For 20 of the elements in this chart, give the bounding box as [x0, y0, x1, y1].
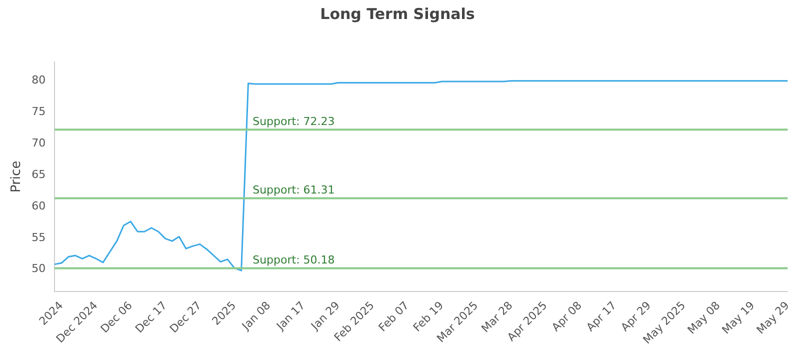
y-axis-title: Price — [9, 160, 24, 193]
x-tick-label: Dec 27 — [167, 298, 204, 336]
x-tick-label: Dec 17 — [132, 298, 170, 336]
y-tick-label: 70 — [32, 136, 46, 150]
x-tick-label: Jan 08 — [238, 298, 274, 334]
y-tick-label: 55 — [32, 230, 46, 244]
y-tick-label: 60 — [32, 199, 46, 212]
x-tick-label: Dec 06 — [98, 298, 135, 336]
y-tick-label: 50 — [32, 262, 46, 276]
y-tick-label: 65 — [32, 168, 46, 181]
x-tick-label: Jan 17 — [273, 298, 308, 334]
ref-line-label: Support: 72.23 — [252, 115, 335, 128]
y-tick-label: 80 — [32, 74, 46, 87]
x-tick-label: Apr 08 — [549, 298, 584, 334]
x-tick-label: Apr 17 — [584, 298, 619, 334]
ref-line-label: Support: 61.31 — [252, 184, 335, 197]
x-tick-label: Feb 07 — [376, 298, 412, 334]
ref-line-label: Support: 50.18 — [252, 254, 335, 267]
y-tick-label: 75 — [32, 105, 46, 118]
chart-title: Long Term Signals — [320, 4, 475, 23]
